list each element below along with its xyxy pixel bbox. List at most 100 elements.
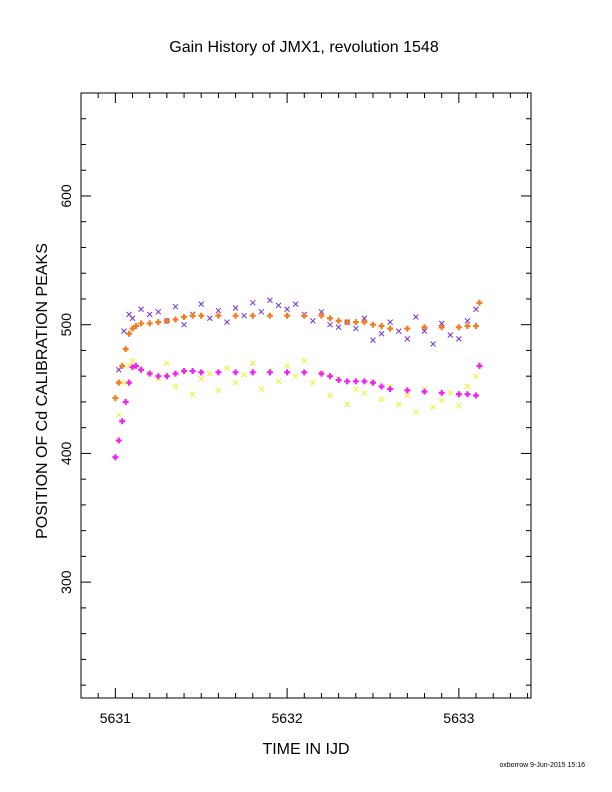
data-point [115,437,122,444]
data-point [249,312,256,319]
data-point [464,383,471,390]
y-tick-label-2: 500 [58,313,74,337]
data-point [413,314,419,320]
data-point [473,392,480,399]
data-point [327,315,334,322]
y-axis-label: POSITION OF Cd CALIBRATION PEAKS [34,243,51,539]
data-point [476,299,483,306]
y-tick-label-0: 300 [58,570,74,594]
data-point [249,369,256,376]
data-point [115,379,122,386]
data-point [378,322,385,329]
data-point [258,386,265,392]
data-point [138,366,145,373]
x-axis-label: TIME IN IJD [262,741,349,758]
series-0 [115,297,479,373]
data-point [344,401,351,408]
data-point [318,312,325,319]
data-point [249,299,256,306]
data-point [352,386,359,392]
data-point [284,312,291,319]
data-point [115,411,122,418]
data-point [121,379,127,386]
data-point [310,317,316,324]
data-point [395,401,402,408]
data-point [361,378,368,385]
data-point [172,383,179,390]
data-point [352,378,359,385]
data-point [138,320,145,327]
data-point [172,303,179,310]
data-point [172,316,179,323]
data-point [335,317,342,324]
data-point [404,387,411,394]
data-point [266,312,273,319]
data-point [404,336,411,342]
data-point [413,409,419,416]
data-point [335,377,342,384]
data-point [369,321,376,328]
data-point [284,369,291,376]
data-point [189,368,196,375]
data-point [275,378,282,385]
data-point [464,391,471,398]
data-point [122,346,129,353]
data-point [361,315,368,322]
data-point [155,319,162,326]
data-point [258,308,265,315]
data-point [146,311,153,318]
data-point [438,324,445,331]
data-point [395,328,402,334]
data-point [206,370,213,377]
data-point [181,321,187,328]
data-point [126,379,133,386]
data-point [215,387,222,394]
data-point [163,317,170,324]
series-3 [112,362,483,461]
data-point [129,315,136,322]
data-point [121,328,127,334]
data-point [119,362,126,369]
data-point [369,379,376,386]
data-point [198,301,205,307]
data-point [224,319,230,325]
data-point [275,302,282,309]
data-point [172,370,179,377]
data-point [352,319,359,326]
data-point [421,328,428,334]
data-point [473,322,480,329]
data-point [292,301,299,307]
data-point [138,306,144,313]
data-point [327,392,333,399]
data-point [378,396,385,403]
data-point [181,313,188,320]
data-point [344,319,351,326]
data-point [301,369,308,376]
data-point [473,306,479,313]
data-point [421,388,428,395]
data-point [430,341,436,347]
data-point [387,325,394,332]
data-point [129,325,136,332]
data-point [164,360,170,367]
data-point [232,312,239,319]
data-point [447,332,454,338]
data-point [438,397,445,404]
data-point [224,365,230,372]
data-point [112,395,119,402]
data-point [181,368,188,375]
data-point [387,386,394,393]
series-1 [115,357,479,418]
data-point [198,312,205,319]
data-point [215,312,222,319]
data-point [378,330,385,337]
data-point [404,325,411,332]
data-point [464,322,471,329]
data-point [232,369,239,376]
x-tick-label-2: 5633 [443,710,474,726]
data-point [215,369,222,376]
data-point [266,369,273,376]
data-point [344,378,351,385]
data-point [301,357,308,364]
